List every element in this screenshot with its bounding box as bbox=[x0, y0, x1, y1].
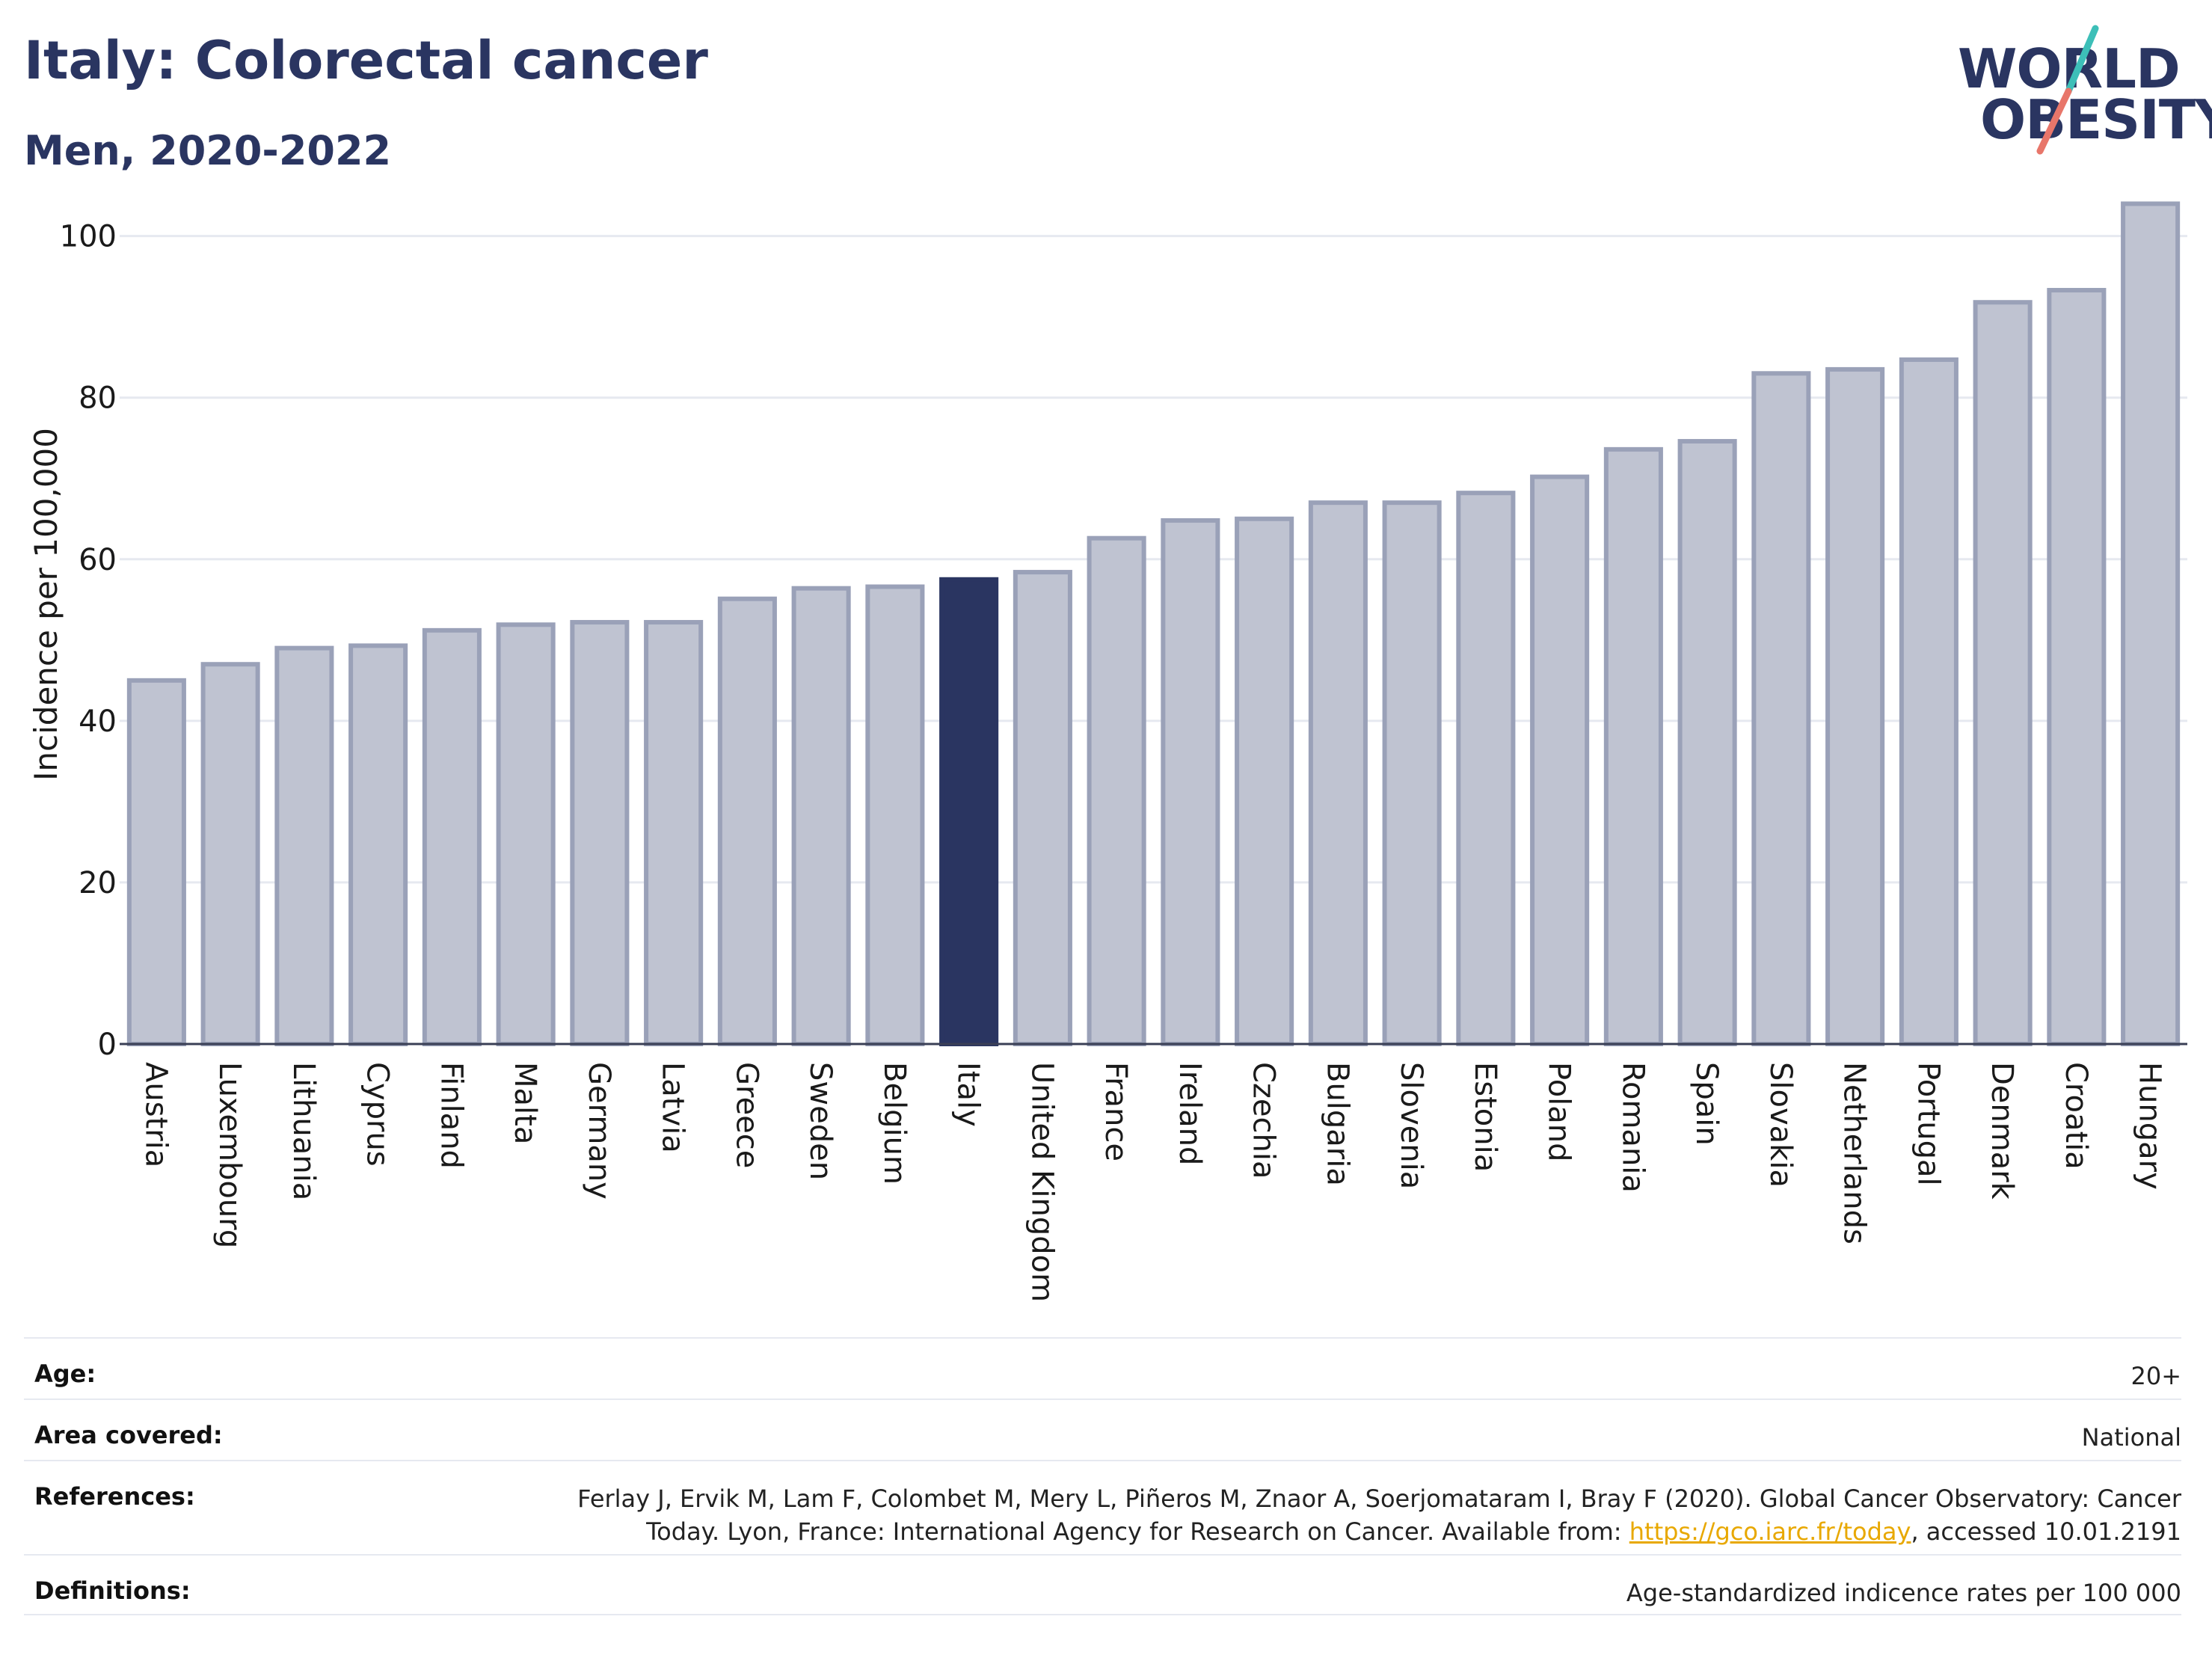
x-tick-label: Denmark bbox=[1985, 1062, 2019, 1200]
bar-romania bbox=[1603, 446, 1663, 1046]
x-tick-label: Luxembourg bbox=[212, 1062, 247, 1248]
x-tick-label: Hungary bbox=[2133, 1062, 2167, 1190]
x-tick-label: Portugal bbox=[1911, 1062, 1945, 1186]
y-tick-label: 0 bbox=[98, 1028, 117, 1062]
bar-bulgaria bbox=[1308, 500, 1368, 1046]
x-tick-label: Germany bbox=[582, 1062, 616, 1200]
bar-finland bbox=[422, 627, 482, 1046]
x-tick-label: Slovenia bbox=[1394, 1062, 1428, 1189]
references-link[interactable]: https://gco.iarc.fr/today bbox=[1629, 1517, 1911, 1546]
definitions-label: Definitions: bbox=[34, 1576, 191, 1605]
bar-netherlands bbox=[1825, 366, 1885, 1046]
references-label: References: bbox=[34, 1482, 195, 1511]
bar-italy bbox=[939, 577, 999, 1046]
x-tick-label: Ireland bbox=[1173, 1062, 1207, 1165]
bar-luxembourg bbox=[200, 662, 260, 1046]
y-axis-label: Incidence per 100,000 bbox=[28, 428, 64, 781]
x-tick-label: Czechia bbox=[1247, 1062, 1281, 1179]
area-value: National bbox=[2081, 1423, 2181, 1452]
x-tick-label: Croatia bbox=[2059, 1062, 2093, 1170]
age-value: 20+ bbox=[2130, 1362, 2181, 1390]
x-tick-label: Belgium bbox=[877, 1062, 912, 1185]
meta-row-references: References: Ferlay J, Ervik M, Lam F, Co… bbox=[24, 1460, 2181, 1554]
area-label: Area covered: bbox=[34, 1421, 223, 1449]
references-line-1: Ferlay J, Ervik M, Lam F, Colombet M, Me… bbox=[577, 1484, 2181, 1513]
x-tick-label: Spain bbox=[1689, 1062, 1724, 1146]
y-tick-label: 20 bbox=[79, 866, 117, 900]
bar-belgium bbox=[865, 584, 925, 1046]
x-tick-label: United Kingdom bbox=[1024, 1062, 1059, 1302]
bar-germany bbox=[570, 620, 630, 1046]
meta-row-area: Area covered: National bbox=[24, 1398, 2181, 1460]
x-tick-label: Sweden bbox=[803, 1062, 838, 1180]
x-tick-label: Bulgaria bbox=[1320, 1062, 1354, 1186]
bar-france bbox=[1087, 535, 1146, 1046]
x-tick-label: Netherlands bbox=[1837, 1062, 1872, 1244]
bar-sweden bbox=[791, 586, 851, 1046]
bar-united-kingdom bbox=[1013, 570, 1072, 1046]
x-tick-label: Malta bbox=[508, 1062, 542, 1144]
x-tick-label: Estonia bbox=[1468, 1062, 1502, 1172]
definitions-value: Age-standardized indicence rates per 100… bbox=[1626, 1579, 2181, 1607]
bar-greece bbox=[717, 596, 777, 1046]
bar-spain bbox=[1677, 439, 1737, 1046]
y-tick-label: 80 bbox=[79, 381, 117, 416]
age-label: Age: bbox=[34, 1360, 96, 1388]
y-tick-label: 100 bbox=[60, 220, 117, 254]
x-tick-label: France bbox=[1099, 1062, 1133, 1161]
x-tick-label: Lithuania bbox=[286, 1062, 321, 1200]
bar-czechia bbox=[1235, 516, 1294, 1046]
bar-latvia bbox=[644, 620, 704, 1046]
x-tick-label: Latvia bbox=[656, 1062, 690, 1153]
references-value: Ferlay J, Ervik M, Lam F, Colombet M, Me… bbox=[577, 1482, 2181, 1548]
x-tick-label: Cyprus bbox=[360, 1062, 395, 1167]
logo-text-obesity: OBESITY bbox=[1980, 88, 2212, 151]
x-tick-label: Greece bbox=[729, 1062, 764, 1168]
bar-hungary bbox=[2121, 201, 2181, 1046]
bar-denmark bbox=[1973, 300, 2033, 1047]
meta-row-age: Age: 20+ bbox=[24, 1337, 2181, 1398]
chart-title: Italy: Colorectal cancer bbox=[24, 30, 708, 91]
bar-estonia bbox=[1456, 491, 1516, 1046]
references-line-2-post: , accessed 10.01.2191 bbox=[1911, 1517, 2181, 1546]
bar-chart: 0 20 40 60 80 100 Incidence per 100,000 Austria… bbox=[28, 201, 2187, 1302]
bar-croatia bbox=[2047, 288, 2107, 1046]
bar-ireland bbox=[1161, 518, 1220, 1046]
bar-poland bbox=[1530, 474, 1590, 1046]
metadata-table: Age: 20+ Area covered: National Referenc… bbox=[24, 1337, 2181, 1615]
bar-lithuania bbox=[274, 645, 334, 1046]
y-tick-label: 60 bbox=[79, 543, 117, 577]
world-obesity-logo: WORLD OBESITY bbox=[1944, 22, 2212, 165]
bar-malta bbox=[496, 622, 556, 1046]
y-tick-label: 40 bbox=[79, 704, 117, 739]
logo-slash-icon bbox=[2036, 25, 2099, 155]
bar-cyprus bbox=[348, 643, 408, 1046]
x-tick-label: Romania bbox=[1615, 1062, 1650, 1193]
x-tick-label: Slovakia bbox=[1763, 1062, 1798, 1188]
x-tick-label: Finland bbox=[434, 1062, 468, 1169]
chart-subtitle: Men, 2020-2022 bbox=[24, 127, 392, 174]
bar-slovenia bbox=[1382, 500, 1442, 1046]
bar-slovakia bbox=[1751, 371, 1811, 1046]
references-line-2-pre: Today. Lyon, France: International Agenc… bbox=[646, 1517, 1629, 1546]
x-tick-label: Italy bbox=[951, 1062, 986, 1127]
bar-portugal bbox=[1899, 357, 1958, 1047]
meta-row-definitions: Definitions: Age-standardized indicence … bbox=[24, 1554, 2181, 1615]
x-tick-label: Poland bbox=[1542, 1062, 1576, 1162]
bar-austria bbox=[126, 678, 186, 1046]
x-tick-label: Austria bbox=[138, 1062, 173, 1167]
